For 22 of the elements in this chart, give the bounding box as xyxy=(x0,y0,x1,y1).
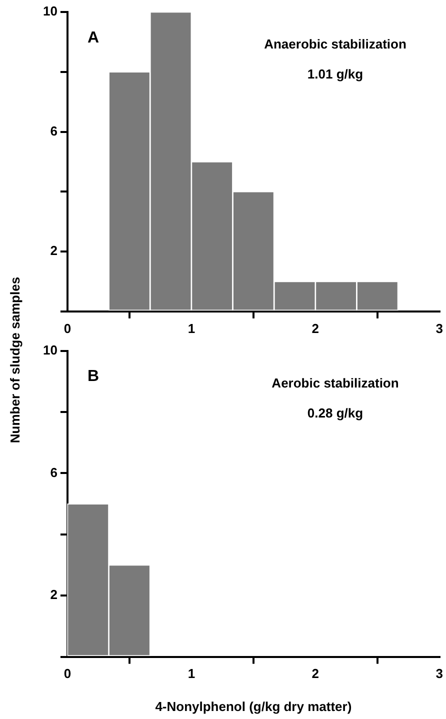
annotation: B xyxy=(87,368,100,386)
y-tick-label: 6 xyxy=(50,123,58,138)
y-tick-label: 2 xyxy=(50,587,58,602)
annotation: Anaerobic stabilization xyxy=(264,36,406,52)
y-tick-label: 10 xyxy=(42,4,58,19)
y-tick-label: 6 xyxy=(50,464,58,480)
x-tick-label: 1 xyxy=(188,666,196,682)
y-axis-title: Number of sludge samples xyxy=(8,276,22,443)
x-tick-label: 3 xyxy=(436,320,443,336)
annotation: A xyxy=(87,29,100,46)
x-tick-label: 2 xyxy=(312,320,320,336)
annotation: Aerobic stabilization xyxy=(272,375,399,390)
annotation: 0.28 g/kg xyxy=(307,405,364,420)
x-tick-label: 0 xyxy=(64,320,72,336)
y-tick-label: 2 xyxy=(50,243,58,258)
x-tick-label: 0 xyxy=(64,666,72,682)
y-tick-label: 10 xyxy=(42,342,58,358)
x-tick-label: 1 xyxy=(188,320,196,336)
x-axis-title: 4-Nonylphenol (g/kg dry matter) xyxy=(155,698,352,714)
x-tick-label: 3 xyxy=(436,666,443,682)
annotation: 1.01 g/kg xyxy=(307,66,364,82)
x-tick-label: 2 xyxy=(312,666,320,682)
